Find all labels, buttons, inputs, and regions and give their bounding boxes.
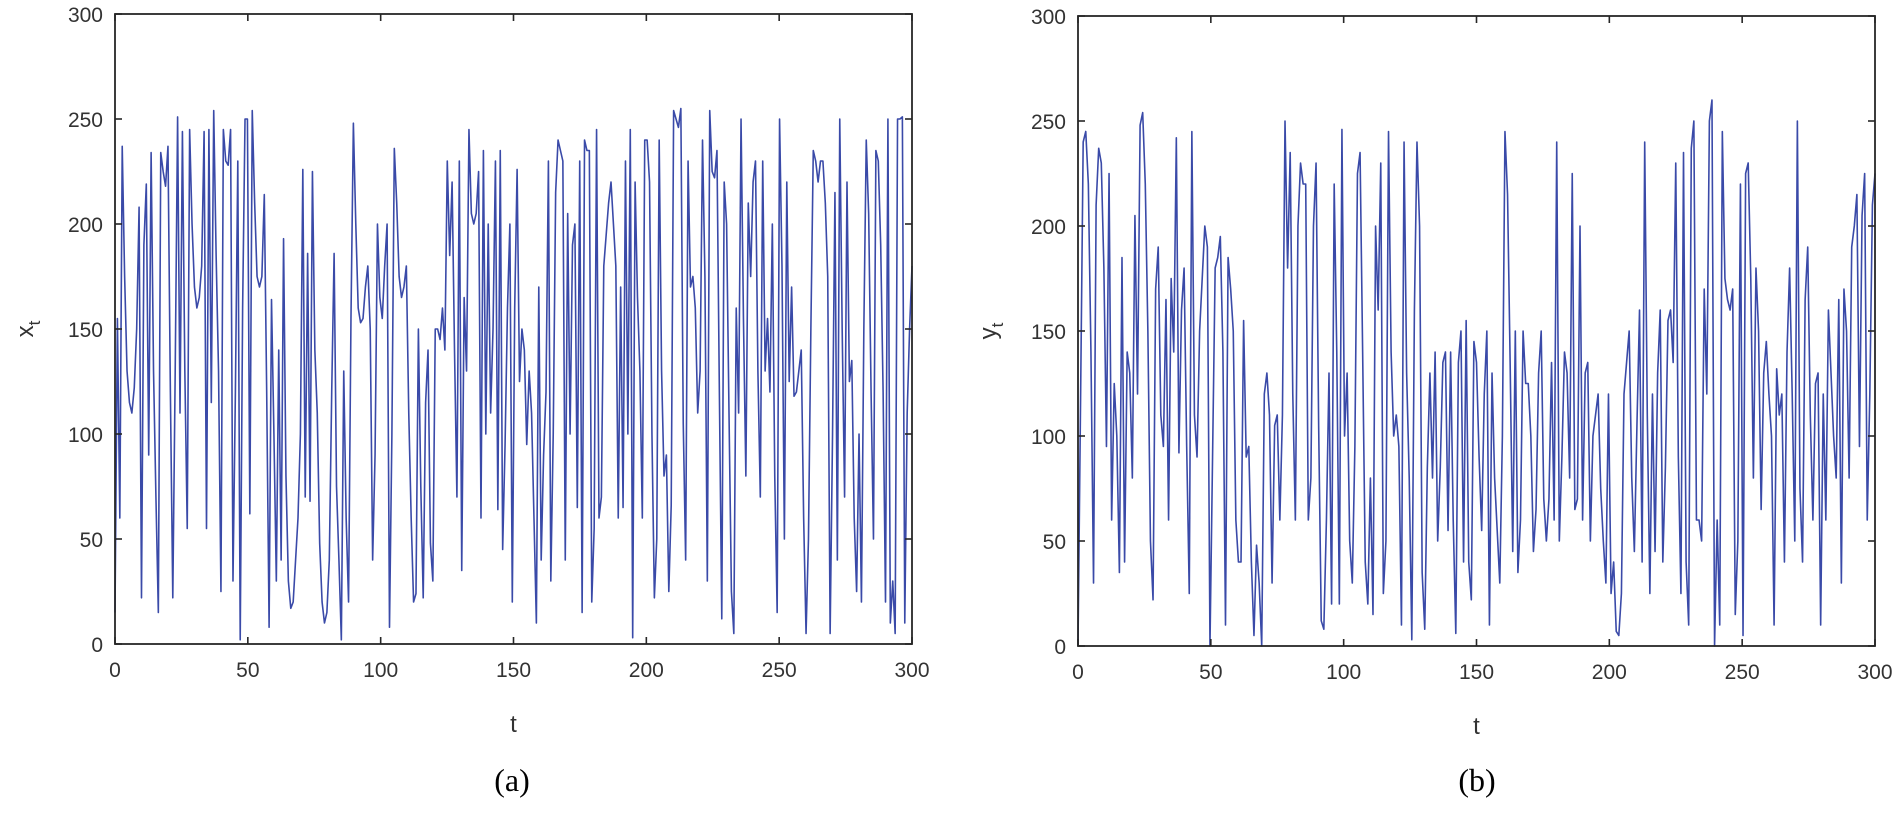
- y-tick-label: 300: [68, 4, 103, 27]
- y-tick-label: 0: [1054, 636, 1066, 659]
- y-tick-label: 200: [1031, 216, 1066, 239]
- x-axis-label: t: [1473, 713, 1480, 740]
- x-tick-label: 250: [1725, 661, 1760, 684]
- x-tick-label: 300: [1857, 661, 1892, 684]
- x-tick-label: 0: [1072, 661, 1084, 684]
- series-line-x-t: [114, 107, 913, 641]
- y-tick-label: 300: [1031, 6, 1066, 29]
- y-tick-label: 100: [1031, 426, 1066, 449]
- y-tick-label: 200: [68, 214, 103, 237]
- x-tick-label: 50: [236, 659, 259, 682]
- caption-a: (a): [494, 762, 530, 798]
- x-tick-label: 200: [1592, 661, 1627, 684]
- y-tick-label: 250: [1031, 111, 1066, 134]
- chart-panel-b: 0 50 100 150 200 250 300 0 50 100 150 200 250 300 t yt: [950, 0, 1900, 817]
- line-chart-b: 0 50 100 150 200 250 300 0 50 100 150 200 250 300 t yt: [975, 6, 1893, 740]
- x-tick-label: 250: [762, 659, 797, 682]
- x-tick-label: 100: [363, 659, 398, 682]
- y-tick-label: 150: [1031, 321, 1066, 344]
- y-tick-label: 50: [80, 529, 103, 552]
- x-tick-label: 0: [109, 659, 121, 682]
- y-axis-label: xt: [12, 320, 44, 337]
- chart-panel-a: 0 50 100 150 200 250 300 0 50 100 150 200 250 300 t xt: [12, 4, 930, 738]
- x-tick-label: 300: [894, 659, 929, 682]
- y-tick-label: 100: [68, 424, 103, 447]
- y-tick-label: 50: [1043, 531, 1066, 554]
- y-axis-label: yt: [975, 322, 1007, 339]
- x-axis-label: t: [510, 711, 517, 738]
- line-chart-a: 0 50 100 150 200 250 300 0 50 100 150 200 250 300 t xt: [12, 4, 930, 738]
- caption-b: (b): [1458, 762, 1496, 798]
- x-tick-label: 150: [1459, 661, 1494, 684]
- y-tick-label: 150: [68, 319, 103, 342]
- x-tick-label: 50: [1199, 661, 1222, 684]
- x-tick-label: 200: [629, 659, 664, 682]
- x-tick-label: 100: [1326, 661, 1361, 684]
- series-line-y-t: [1077, 99, 1876, 647]
- x-tick-label: 150: [496, 659, 531, 682]
- y-tick-label: 0: [91, 634, 103, 657]
- y-tick-label: 250: [68, 109, 103, 132]
